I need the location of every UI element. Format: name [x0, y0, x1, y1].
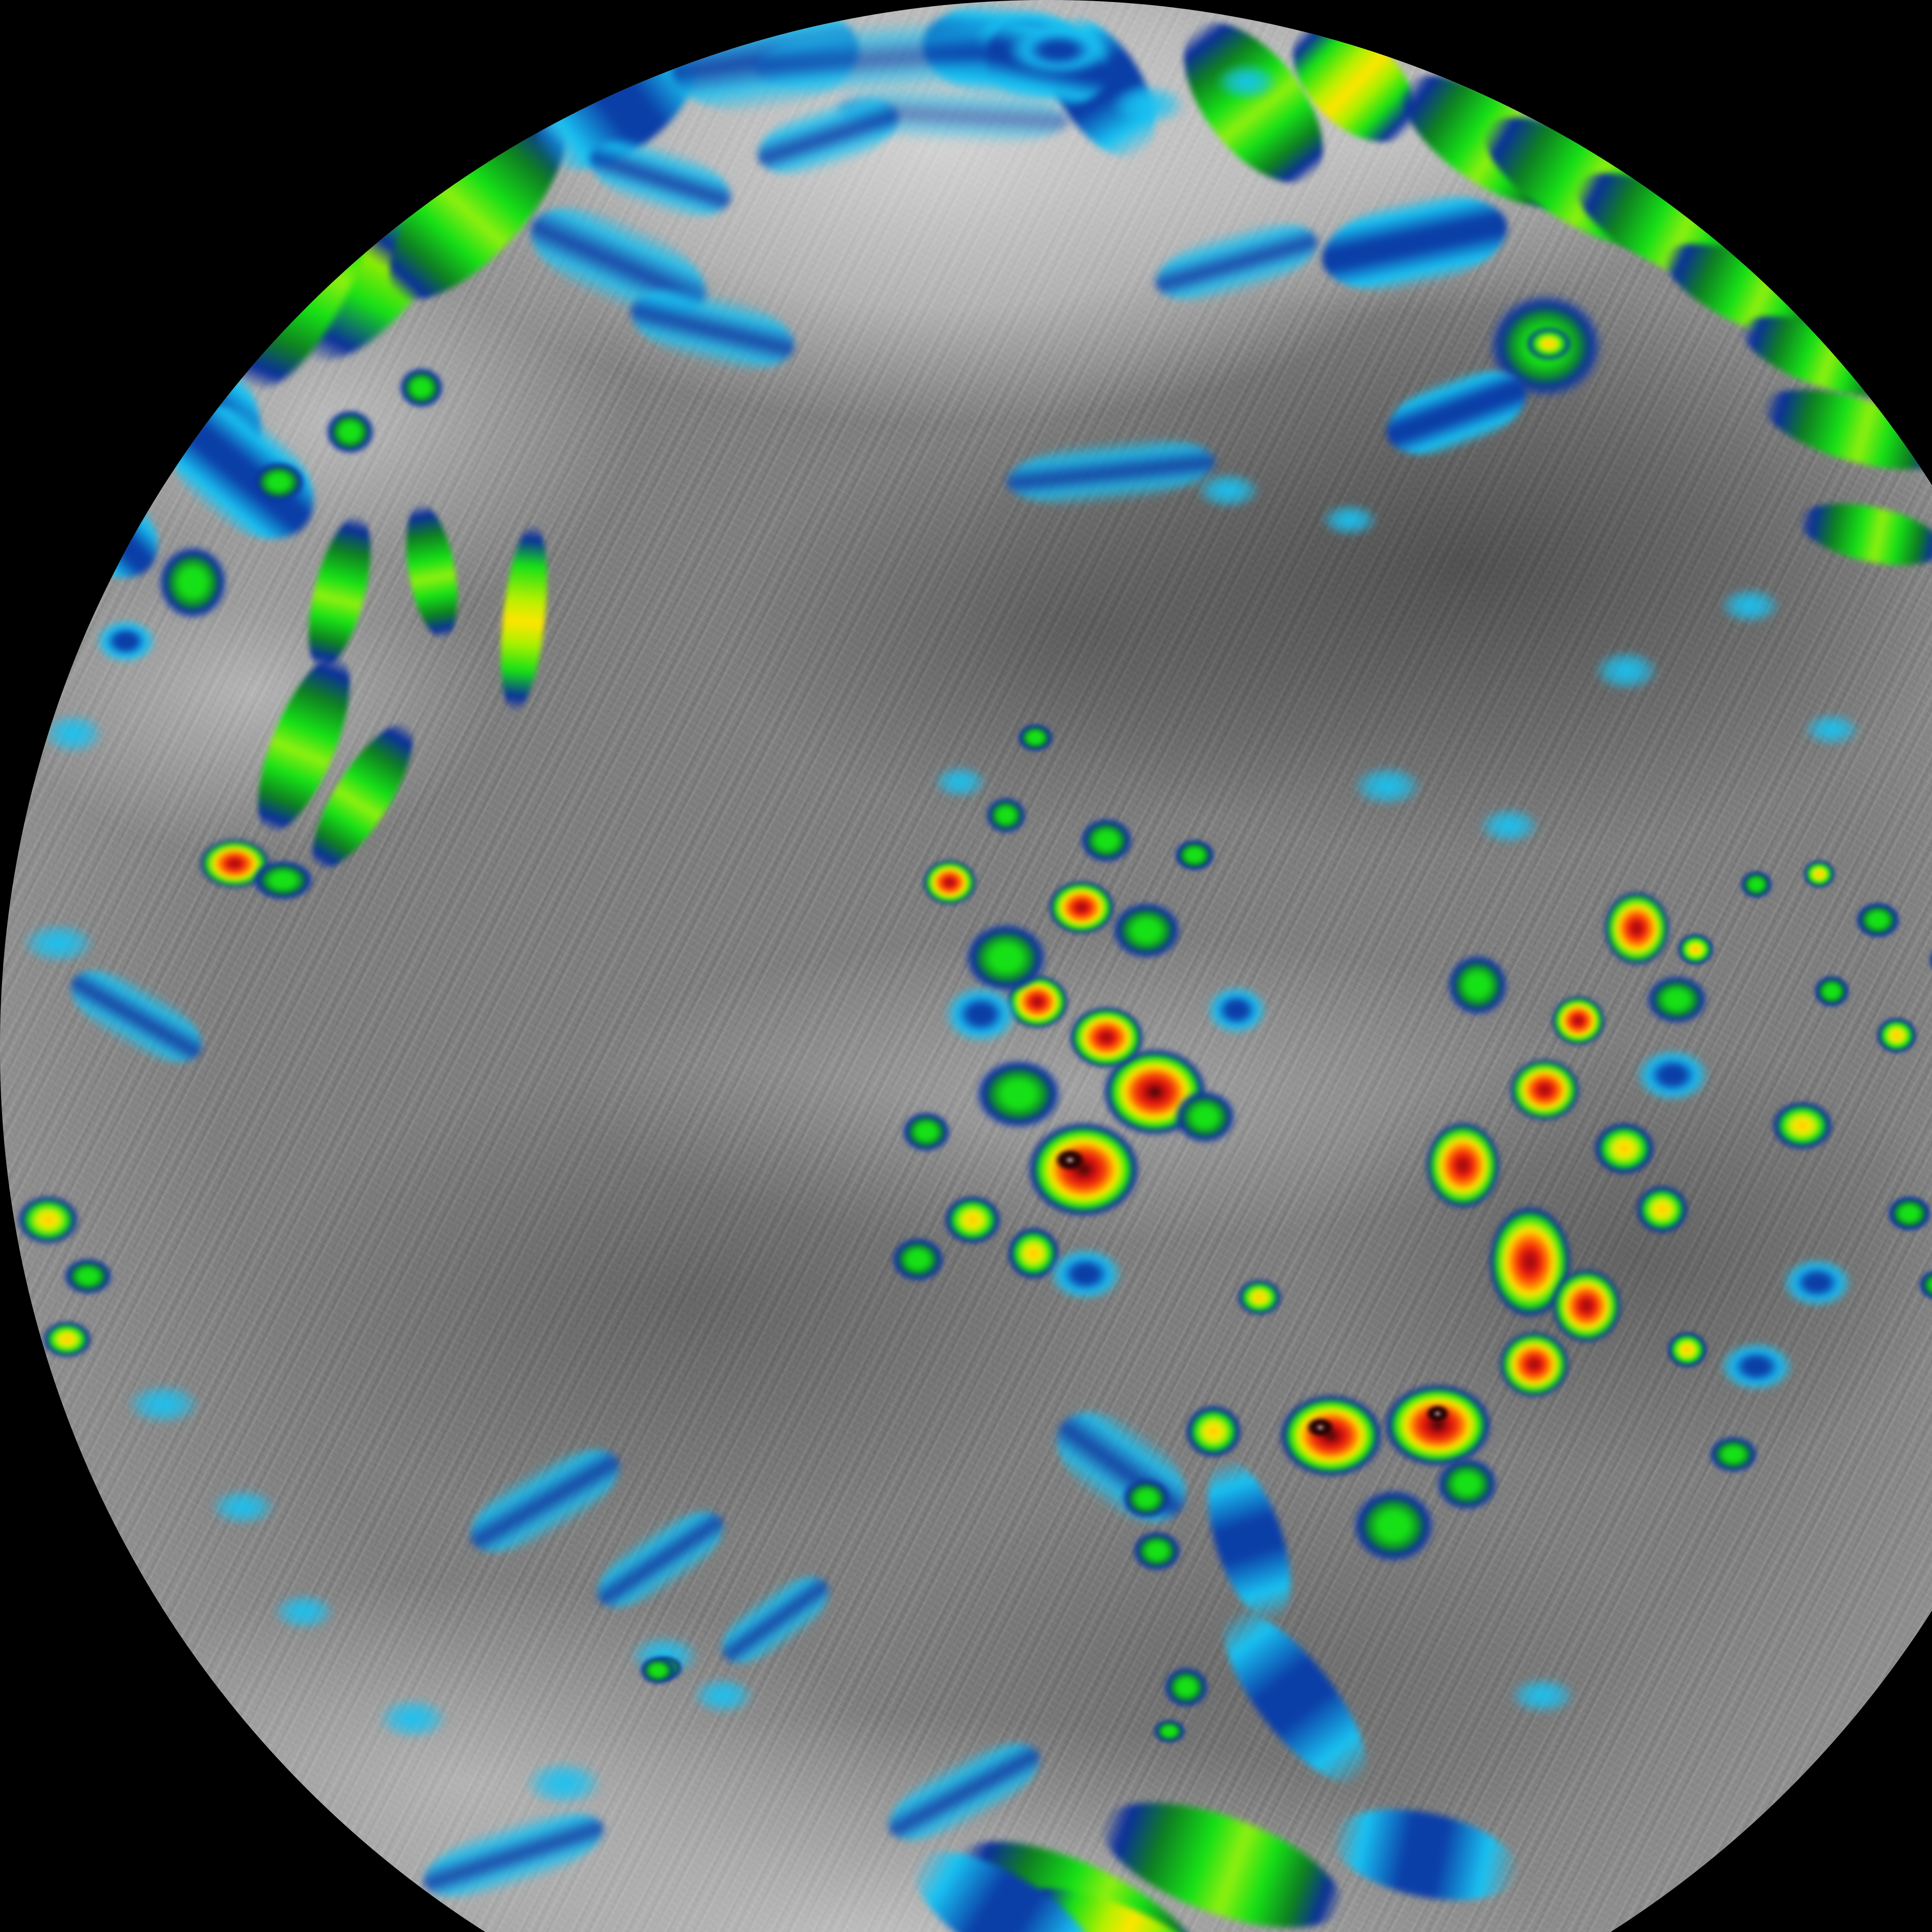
satellite-image-viewport: limb of the disk, space background: [0, 0, 1932, 1932]
limb-darkening: [0, 0, 1932, 1932]
earth-full-disk: [0, 0, 1932, 1932]
